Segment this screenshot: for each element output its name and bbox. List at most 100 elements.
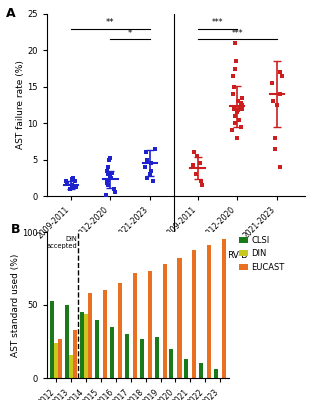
Bar	[69, 355, 73, 378]
Bar	[80, 312, 84, 378]
Bar	[207, 245, 211, 378]
Point	[150, 178, 155, 185]
Point	[103, 191, 108, 198]
Point	[144, 174, 149, 181]
Point	[240, 106, 245, 112]
Point	[235, 107, 240, 113]
Point	[69, 176, 74, 182]
Point	[230, 91, 236, 97]
Point	[198, 178, 203, 185]
Bar	[88, 293, 92, 378]
Point	[191, 149, 196, 156]
Point	[239, 102, 244, 108]
Bar	[214, 369, 218, 378]
Point	[230, 73, 235, 79]
Point	[113, 189, 118, 196]
Point	[107, 155, 112, 161]
Point	[235, 134, 240, 141]
Point	[231, 106, 236, 112]
Point	[236, 116, 241, 123]
Point	[197, 160, 202, 166]
Point	[200, 182, 205, 188]
Point	[69, 182, 74, 188]
Point	[279, 73, 284, 79]
Text: *: *	[128, 29, 133, 38]
Point	[239, 94, 244, 101]
Point	[234, 58, 239, 64]
Bar	[192, 250, 197, 378]
Text: RV-B: RV-B	[227, 250, 247, 260]
Point	[236, 98, 241, 104]
Point	[111, 186, 116, 192]
Point	[72, 178, 77, 184]
Point	[233, 113, 238, 119]
Legend: CLSI, DIN, EUCAST: CLSI, DIN, EUCAST	[239, 236, 284, 272]
Bar	[163, 264, 167, 378]
Text: RV-A: RV-A	[100, 250, 121, 260]
Bar	[199, 363, 203, 378]
Bar	[50, 301, 54, 378]
Text: DIN
accepted: DIN accepted	[46, 236, 77, 249]
Y-axis label: AST standard used (%): AST standard used (%)	[11, 253, 19, 357]
Bar	[125, 334, 129, 378]
Bar	[140, 338, 143, 378]
Point	[143, 164, 148, 170]
Text: **: **	[106, 18, 115, 28]
Point	[144, 156, 149, 163]
Point	[64, 178, 69, 185]
Bar	[73, 330, 77, 378]
Point	[275, 102, 280, 108]
Bar	[118, 283, 122, 378]
Point	[230, 127, 235, 134]
Bar	[133, 273, 137, 378]
Point	[193, 171, 198, 177]
Point	[191, 162, 196, 169]
Point	[239, 100, 244, 106]
Point	[73, 184, 78, 190]
Bar	[54, 343, 58, 378]
Text: ***: ***	[212, 18, 223, 28]
Bar	[95, 320, 99, 378]
Bar	[222, 239, 226, 378]
Point	[149, 160, 154, 166]
Point	[152, 146, 157, 152]
Point	[273, 146, 278, 152]
Point	[148, 171, 153, 177]
Point	[239, 124, 244, 130]
Point	[232, 84, 237, 90]
Point	[232, 120, 237, 126]
Point	[235, 109, 240, 116]
Point	[143, 149, 148, 156]
Bar	[184, 359, 188, 378]
Point	[107, 173, 112, 180]
Point	[271, 98, 276, 104]
Point	[194, 153, 199, 159]
Bar	[58, 338, 62, 378]
Point	[105, 178, 110, 185]
Point	[71, 183, 76, 190]
Point	[71, 174, 76, 181]
Bar	[103, 290, 107, 378]
Text: A: A	[6, 7, 15, 20]
Point	[270, 80, 275, 86]
Point	[65, 181, 70, 188]
Point	[65, 180, 70, 186]
Bar	[177, 258, 181, 378]
Bar	[110, 327, 114, 378]
Point	[106, 177, 111, 183]
Bar	[65, 305, 69, 378]
Point	[106, 171, 111, 177]
Point	[109, 170, 114, 176]
Bar	[148, 272, 152, 378]
Point	[108, 174, 113, 181]
Point	[104, 167, 109, 174]
Point	[277, 69, 282, 76]
Point	[278, 91, 283, 97]
Point	[105, 180, 110, 186]
Point	[105, 182, 110, 188]
Point	[272, 134, 277, 141]
Bar	[84, 314, 88, 378]
Bar	[154, 337, 159, 378]
Point	[278, 164, 283, 170]
Text: ***: ***	[231, 29, 243, 38]
